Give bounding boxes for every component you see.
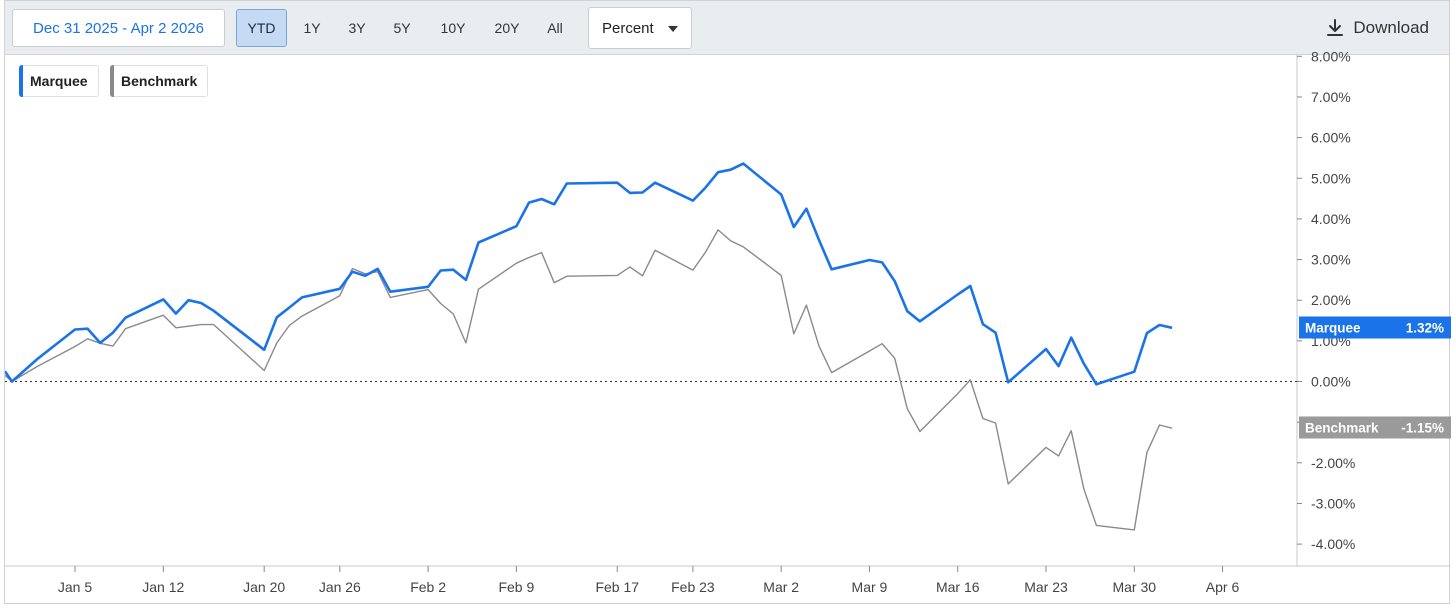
range-5y-button[interactable]: 5Y xyxy=(393,20,411,36)
date-range-button[interactable]: Dec 31 2025 - Apr 2 2026 xyxy=(12,9,225,47)
range-1y-button[interactable]: 1Y xyxy=(303,20,321,36)
caret-down-icon xyxy=(668,26,678,32)
last-value-tag-benchmark xyxy=(1299,416,1451,439)
x-tick-label: Jan 5 xyxy=(58,579,92,595)
x-tick-label: Mar 30 xyxy=(1112,579,1156,595)
x-tick-label: Jan 12 xyxy=(142,579,184,595)
range-3y-button[interactable]: 3Y xyxy=(348,20,366,36)
y-tick-label: -3.00% xyxy=(1311,495,1355,511)
legend-swatch-marquee xyxy=(19,65,23,97)
last-value-tag-marquee xyxy=(1299,316,1451,339)
x-tick-label: Mar 2 xyxy=(763,579,799,595)
download-button[interactable]: Download xyxy=(1327,15,1429,41)
last-value-series-marquee: Marquee xyxy=(1305,321,1361,336)
y-tick-label: 0.00% xyxy=(1311,374,1351,390)
legend-label-benchmark: Benchmark xyxy=(121,73,198,89)
range-all-button[interactable]: All xyxy=(547,20,563,36)
display-mode-select[interactable]: Percent xyxy=(588,7,692,49)
download-icon xyxy=(1327,19,1344,36)
x-tick-label: Feb 23 xyxy=(671,579,715,595)
range-ytd-button[interactable]: YTD xyxy=(236,9,287,47)
y-tick-label: 8.00% xyxy=(1311,48,1351,64)
y-tick-label: 6.00% xyxy=(1311,130,1351,146)
chart-frame: Dec 31 2025 - Apr 2 2026 YTD 1Y 3Y 5Y 10… xyxy=(4,0,1450,604)
legend-item-benchmark[interactable]: Benchmark xyxy=(110,65,208,97)
download-label: Download xyxy=(1353,18,1429,37)
y-tick-label: 2.00% xyxy=(1311,292,1351,308)
last-value-label-marquee: 1.32% xyxy=(1406,321,1444,336)
x-tick-label: Mar 16 xyxy=(936,579,980,595)
x-tick-label: Feb 2 xyxy=(410,579,446,595)
x-tick-label: Apr 6 xyxy=(1206,579,1240,595)
last-value-series-benchmark: Benchmark xyxy=(1305,421,1379,436)
range-20y-button[interactable]: 20Y xyxy=(494,20,520,36)
legend-item-marquee[interactable]: Marquee xyxy=(19,65,99,97)
chart-toolbar: Dec 31 2025 - Apr 2 2026 YTD 1Y 3Y 5Y 10… xyxy=(5,1,1449,55)
x-tick-label: Feb 17 xyxy=(595,579,639,595)
series-line-marquee xyxy=(5,162,1173,386)
display-mode-value: Percent xyxy=(602,19,654,37)
y-tick-label: 4.00% xyxy=(1311,211,1351,227)
y-tick-label: -2.00% xyxy=(1311,455,1355,471)
x-tick-label: Mar 9 xyxy=(852,579,888,595)
x-tick-label: Mar 23 xyxy=(1024,579,1068,595)
legend-label-marquee: Marquee xyxy=(30,73,88,89)
last-value-label-benchmark: -1.15% xyxy=(1401,421,1444,436)
y-tick-label: 5.00% xyxy=(1311,170,1351,186)
x-tick-label: Jan 26 xyxy=(319,579,361,595)
x-tick-label: Feb 9 xyxy=(498,579,534,595)
y-tick-label: -4.00% xyxy=(1311,536,1355,552)
series-line-benchmark xyxy=(5,229,1173,531)
x-tick-label: Jan 20 xyxy=(243,579,285,595)
legend-swatch-benchmark xyxy=(110,65,114,97)
y-tick-label: 3.00% xyxy=(1311,252,1351,268)
range-10y-button[interactable]: 10Y xyxy=(440,20,466,36)
y-tick-label: 7.00% xyxy=(1311,89,1351,105)
